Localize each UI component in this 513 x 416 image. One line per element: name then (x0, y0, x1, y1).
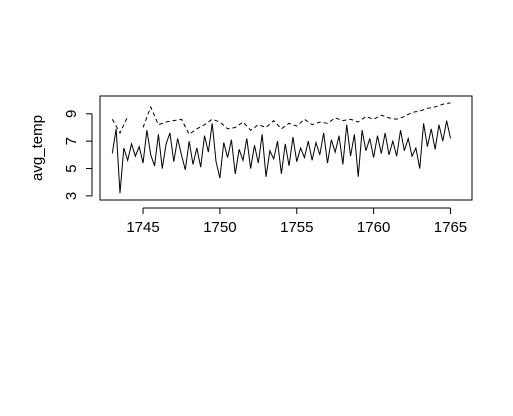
x-tick-label: 1755 (280, 219, 313, 236)
x-tick-label: 1745 (126, 219, 159, 236)
plot-box (99, 95, 473, 201)
y-tick-label: 3 (63, 192, 80, 200)
series-line (111, 120, 451, 194)
x-tick-label: 1765 (434, 219, 467, 236)
y-tick-label: 9 (63, 110, 80, 118)
series-line (111, 102, 451, 136)
x-tick-label: 1750 (203, 219, 236, 236)
y-tick-label: 7 (63, 137, 80, 145)
y-axis-label: avg_temp (29, 115, 46, 181)
y-tick-label: 5 (63, 164, 80, 172)
x-tick-label: 1760 (357, 219, 390, 236)
